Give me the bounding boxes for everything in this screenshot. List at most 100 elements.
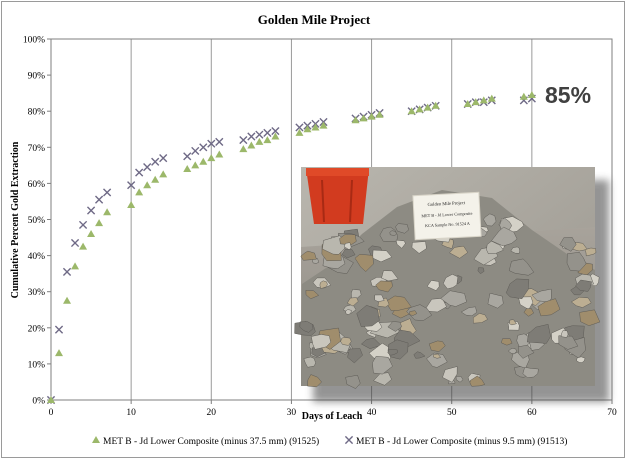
chart-title: Golden Mile Project <box>258 12 371 27</box>
data-points <box>46 90 536 405</box>
rock <box>356 304 380 327</box>
data-point-series-2 <box>159 154 168 163</box>
legend-label-series-1: MET B - Jd Lower Composite (minus 37.5 m… <box>103 436 319 447</box>
rock <box>575 279 592 292</box>
rock <box>346 297 359 307</box>
data-point-series-1 <box>471 98 480 106</box>
rock <box>426 352 448 368</box>
data-point-series-1 <box>103 208 112 216</box>
rock <box>305 290 320 300</box>
rock <box>374 294 385 302</box>
rock <box>299 321 314 333</box>
data-point-series-2 <box>207 139 216 148</box>
data-point-series-1 <box>95 219 104 227</box>
rock <box>409 310 418 316</box>
y-tick-label: 30% <box>28 288 46 298</box>
rock <box>387 349 398 356</box>
rock <box>389 230 398 236</box>
data-point-series-1 <box>519 92 528 100</box>
rock <box>440 290 467 307</box>
rock <box>566 252 587 272</box>
x-tick-label: 0 <box>49 408 54 418</box>
data-point-series-1 <box>351 116 360 124</box>
sign-line-1: Golden Mile Project <box>427 200 465 207</box>
data-point-series-1 <box>191 161 200 169</box>
rock <box>526 323 551 344</box>
data-point-series-2 <box>86 206 96 215</box>
rock <box>345 309 352 315</box>
data-point-series-1 <box>215 150 224 158</box>
data-point-series-1 <box>527 90 536 98</box>
rock <box>426 280 440 291</box>
rock <box>372 249 393 263</box>
rock <box>360 338 382 349</box>
data-point-series-1 <box>375 110 384 118</box>
data-point-series-2 <box>135 168 144 177</box>
rock <box>579 309 601 326</box>
rock <box>395 239 406 249</box>
data-point-series-1 <box>319 121 328 129</box>
data-point-series-1 <box>367 112 376 120</box>
data-point-series-1 <box>311 123 320 131</box>
y-tick-label: 40% <box>28 252 46 262</box>
rock <box>354 254 374 272</box>
data-point-series-1 <box>247 141 256 149</box>
y-tick-label: 60% <box>28 180 46 190</box>
rock <box>339 234 357 245</box>
legend-marker-series-2 <box>344 435 354 445</box>
rock <box>486 240 504 255</box>
data-point-series-1 <box>359 114 368 122</box>
x-tick-label: 70 <box>607 408 617 418</box>
data-point-series-2 <box>54 325 64 334</box>
rock <box>375 280 393 293</box>
rock <box>477 267 485 275</box>
rock <box>411 241 427 254</box>
data-point-series-2 <box>199 143 208 152</box>
ore-sample-photo: Golden Mile Project MET B - Jd Lower Com… <box>294 167 609 402</box>
data-point-series-1 <box>303 125 312 133</box>
rock <box>455 376 464 383</box>
rock <box>345 374 361 389</box>
sign-line-2: MET B - Jd Lower Composite <box>421 211 472 219</box>
x-axis-label: Days of Leach <box>302 411 363 422</box>
y-tick-label: 70% <box>28 144 46 154</box>
rock <box>558 335 579 350</box>
data-point-series-2 <box>255 130 264 139</box>
annotation-85: 85% <box>545 82 591 108</box>
data-point-series-2 <box>215 137 224 146</box>
rock <box>311 258 320 264</box>
data-point-series-1 <box>199 157 208 165</box>
y-tick-label: 80% <box>28 108 46 118</box>
data-point-series-1 <box>71 262 80 270</box>
y-tick-label: 100% <box>23 36 45 46</box>
data-point-series-1 <box>143 181 152 189</box>
rock <box>406 304 433 321</box>
sign-line-3: KCA Sample No. 91524 A <box>425 221 470 228</box>
data-point-series-2 <box>70 238 80 248</box>
data-point-series-2 <box>247 132 256 141</box>
rock <box>443 274 459 290</box>
y-tick-label: 0% <box>32 397 45 407</box>
data-point-series-1 <box>415 105 424 113</box>
rock <box>576 356 586 363</box>
rock <box>505 278 530 300</box>
rock-pile <box>294 204 601 389</box>
y-axis-ticks: 0% 10% 20% 30% 40% 50% 60% 70% 80% 90% 100% <box>23 36 51 407</box>
rock <box>570 296 592 308</box>
data-point-series-1 <box>263 136 272 144</box>
y-tick-label: 50% <box>28 216 46 226</box>
rock <box>433 353 442 359</box>
x-tick-label: 30 <box>287 408 297 418</box>
rock <box>522 367 539 378</box>
rock <box>395 223 409 234</box>
rock <box>413 351 426 359</box>
data-point-series-1 <box>407 107 416 115</box>
rock <box>472 313 488 324</box>
data-point-series-2 <box>183 152 192 161</box>
data-point-series-2 <box>191 146 200 156</box>
rock <box>341 248 356 259</box>
rock <box>311 334 331 350</box>
x-tick-label: 50 <box>447 408 457 418</box>
data-point-series-1 <box>423 103 432 111</box>
rock <box>487 292 504 309</box>
